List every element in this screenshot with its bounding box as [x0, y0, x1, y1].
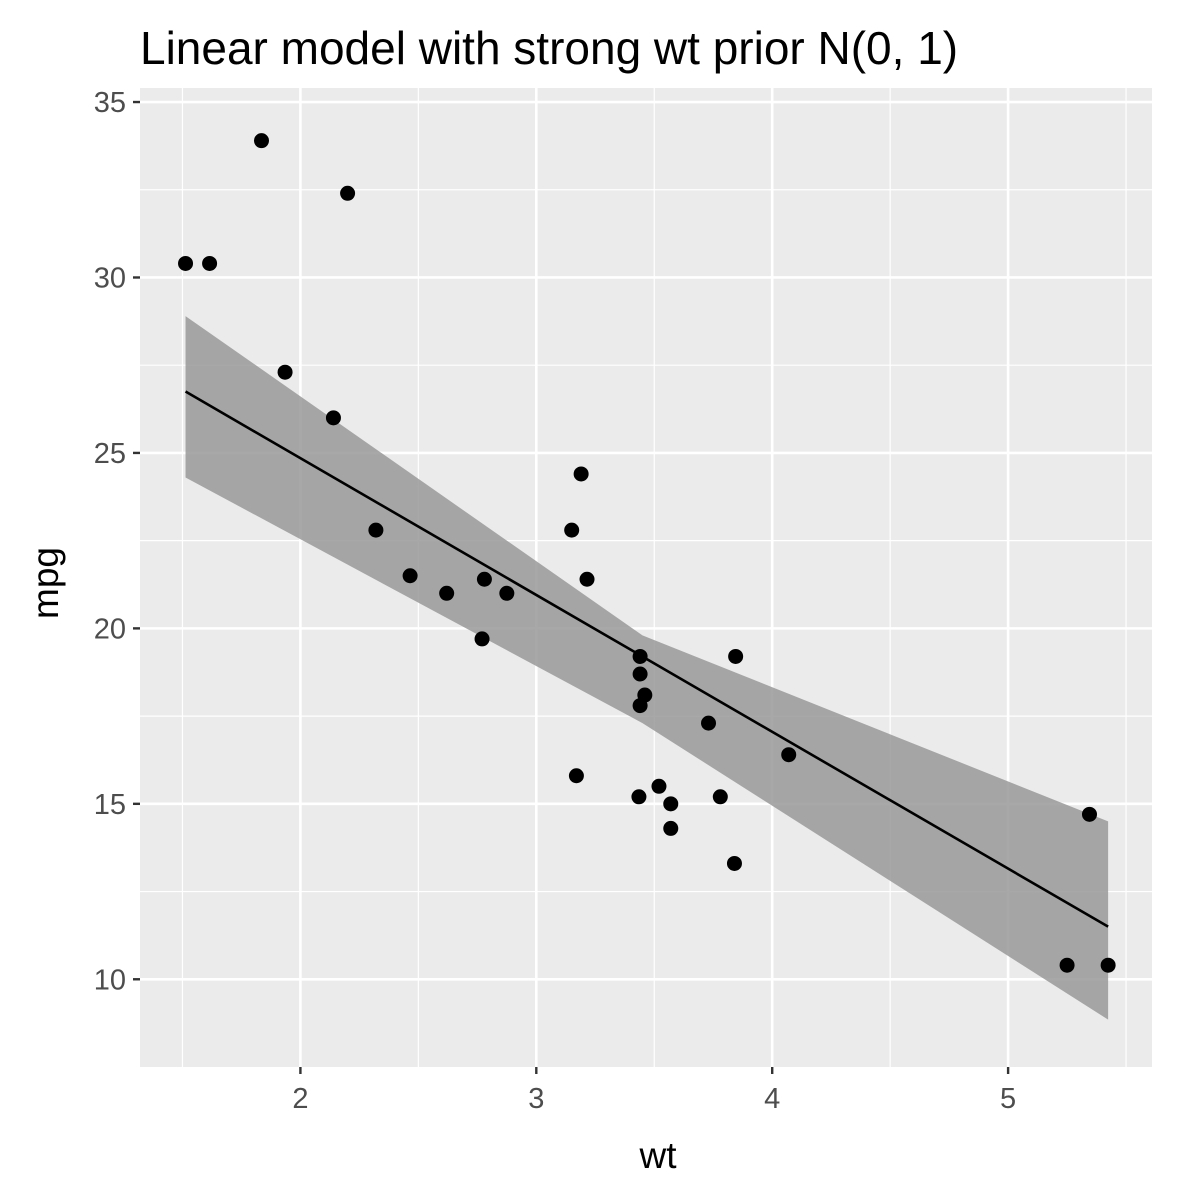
x-tick-label: 2	[292, 1083, 308, 1115]
data-point	[178, 256, 193, 271]
y-axis-title: mpg	[25, 547, 66, 619]
y-tick-label: 25	[94, 438, 126, 470]
data-point	[477, 572, 492, 587]
data-point	[781, 747, 796, 762]
data-point	[326, 410, 341, 425]
data-point	[580, 572, 595, 587]
chart-title: Linear model with strong wt prior N(0, 1…	[140, 22, 958, 74]
data-point	[663, 821, 678, 836]
data-point	[202, 256, 217, 271]
y-axis: 10 15 20 25 30 35	[94, 87, 140, 996]
data-point	[651, 779, 666, 794]
data-point	[1101, 958, 1116, 973]
y-tick-label: 35	[94, 87, 126, 119]
data-point	[340, 186, 355, 201]
data-point	[728, 649, 743, 664]
data-point	[633, 666, 648, 681]
data-point	[633, 649, 648, 664]
x-tick-label: 4	[764, 1083, 780, 1115]
data-point	[713, 789, 728, 804]
x-axis: 2 3 4 5	[292, 1067, 1016, 1115]
data-point	[475, 631, 490, 646]
data-point	[633, 698, 648, 713]
data-point	[278, 365, 293, 380]
data-point	[403, 568, 418, 583]
data-point	[701, 716, 716, 731]
x-axis-title: wt	[639, 1135, 678, 1176]
data-point	[499, 586, 514, 601]
y-tick-label: 30	[94, 262, 126, 294]
data-point	[663, 796, 678, 811]
data-point	[631, 789, 646, 804]
data-point	[368, 523, 383, 538]
data-point	[1060, 958, 1075, 973]
y-tick-label: 20	[94, 613, 126, 645]
y-tick-label: 10	[94, 964, 126, 996]
data-point	[439, 586, 454, 601]
y-tick-label: 15	[94, 789, 126, 821]
data-point	[574, 466, 589, 481]
x-tick-label: 5	[1000, 1083, 1016, 1115]
data-point	[727, 856, 742, 871]
data-point	[569, 768, 584, 783]
data-point	[564, 523, 579, 538]
data-point	[254, 133, 269, 148]
data-point	[1082, 807, 1097, 822]
x-tick-label: 3	[528, 1083, 544, 1115]
